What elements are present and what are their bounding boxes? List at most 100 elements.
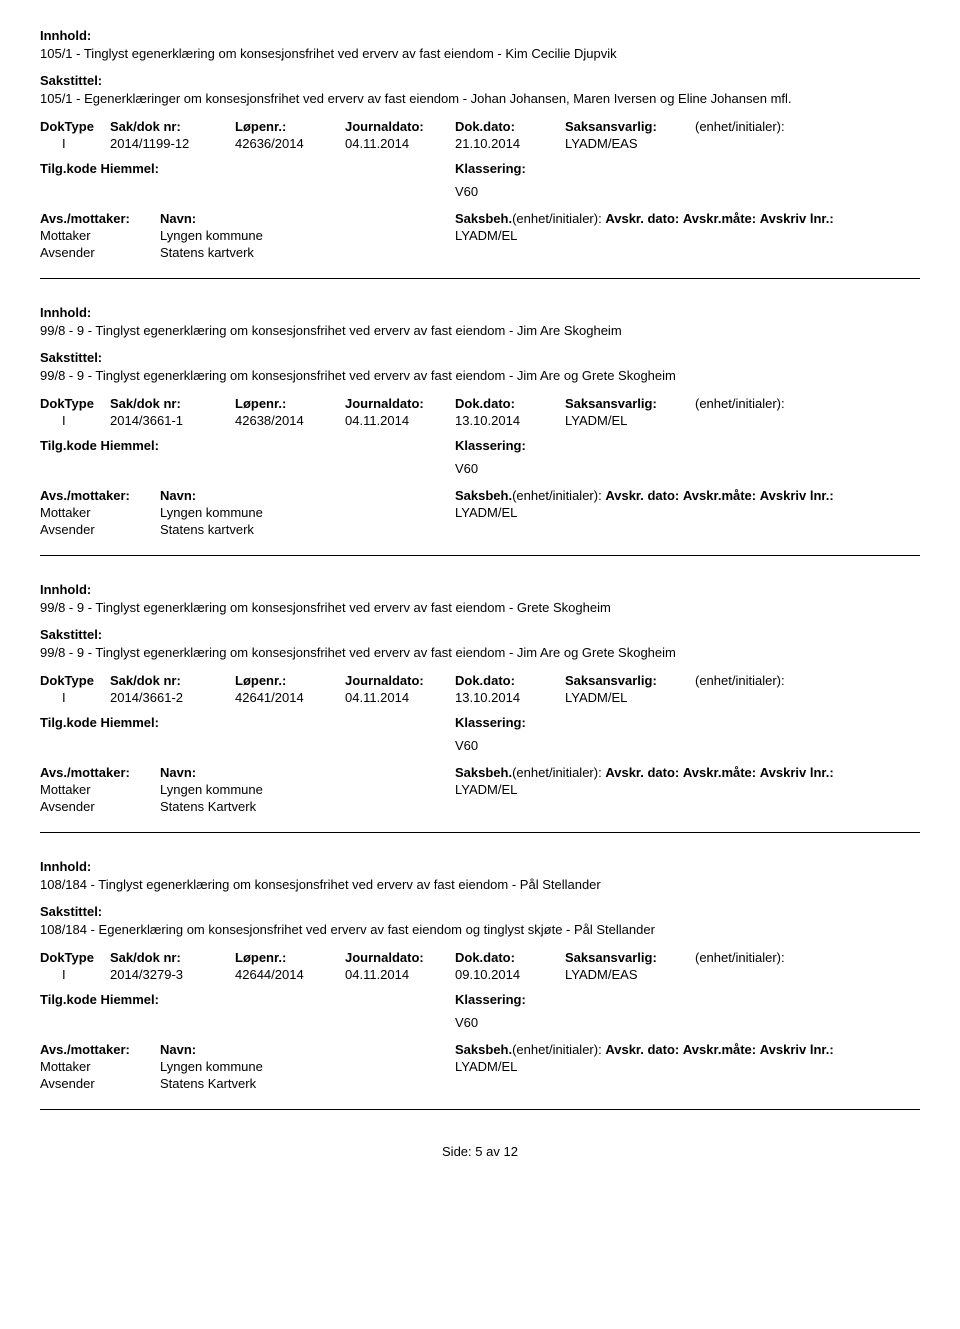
sakstittel-text: 99/8 - 9 - Tinglyst egenerklæring om kon… [40,644,920,662]
mottaker-row: MottakerLyngen kommuneLYADM/EL [40,505,920,520]
avskr-mate-label: Avskr.måte: [683,1042,756,1057]
journaldato-value: 04.11.2014 [345,690,455,705]
meta-value-row: I2014/1199-1242636/201404.11.201421.10.2… [40,136,920,151]
innhold-label: Innhold: [40,582,920,597]
tilg-klass-row: Tilg.kode Hiemmel:Klassering: [40,715,920,730]
dokdato-value: 21.10.2014 [455,136,565,151]
innhold-label: Innhold: [40,305,920,320]
avsmott-header-row: Avs./mottaker:Navn:Saksbeh.(enhet/initia… [40,488,920,503]
klassering-label: Klassering: [455,161,526,176]
hjemmel-label: Hiemmel: [100,992,159,1007]
navn-label: Navn: [160,211,455,226]
avsender-navn: Statens kartverk [160,245,455,260]
navn-label: Navn: [160,488,455,503]
mottaker-navn: Lyngen kommune [160,505,455,520]
meta-header-row: DokTypeSak/dok nr:Løpenr.:Journaldato:Do… [40,119,920,134]
doktype-value-cell: I [40,413,110,428]
klassering-value: V60 [455,184,920,199]
mottaker-navn: Lyngen kommune [160,782,455,797]
doktype-value-cell: I [40,690,110,705]
tilgkode-label: Tilg.kode [40,438,97,453]
saksbeh-value: LYADM/EL [455,228,517,243]
footer-sep: av [486,1144,500,1159]
saksbeh-value: LYADM/EL [455,782,517,797]
innhold-label: Innhold: [40,28,920,43]
journaldato-label: Journaldato: [345,950,455,965]
doktype-value: I [62,413,66,428]
avsmott-header-row: Avs./mottaker:Navn:Saksbeh.(enhet/initia… [40,765,920,780]
avsender-label: Avsender [40,799,160,814]
hjemmel-label: Hiemmel: [100,438,159,453]
saksbeh-header: Saksbeh.(enhet/initialer): Avskr. dato: … [455,765,834,780]
tilgkode-label: Tilg.kode [40,715,97,730]
innhold-text: 99/8 - 9 - Tinglyst egenerklæring om kon… [40,599,920,617]
avskriv-lnr-label: Avskriv lnr.: [760,211,834,226]
avsender-row: AvsenderStatens Kartverk [40,799,920,814]
sakdok-label: Sak/dok nr: [110,119,235,134]
avsmottaker-label: Avs./mottaker: [40,1042,160,1057]
footer-side-label: Side: [442,1144,472,1159]
saksansvarlig-label: Saksansvarlig: [565,950,695,965]
avsmott-header-row: Avs./mottaker:Navn:Saksbeh.(enhet/initia… [40,1042,920,1057]
journaldato-label: Journaldato: [345,396,455,411]
mottaker-row: MottakerLyngen kommuneLYADM/EL [40,1059,920,1074]
doktype-label: DokType [40,950,110,965]
journal-entry: Innhold:108/184 - Tinglyst egenerklæring… [40,859,920,1091]
doktype-value-cell: I [40,136,110,151]
journal-entry: Innhold: 99/8 - 9 - Tinglyst egenerklærin… [40,582,920,814]
klassering-label: Klassering: [455,438,526,453]
avsmottaker-label: Avs./mottaker: [40,488,160,503]
sakdok-value: 2014/1199-12 [110,136,235,151]
innhold-text: 99/8 - 9 - Tinglyst egenerklæring om kon… [40,322,920,340]
doktype-value: I [62,136,66,151]
sakstittel-label: Sakstittel: [40,350,920,365]
meta-header-row: DokTypeSak/dok nr:Løpenr.:Journaldato:Do… [40,673,920,688]
saksbeh-value: LYADM/EL [455,505,517,520]
saksbeh-paren: (enhet/initialer): [512,765,602,780]
saksansvarlig-value: LYADM/EAS [565,136,695,151]
mottaker-label: Mottaker [40,782,160,797]
sakdok-label: Sak/dok nr: [110,950,235,965]
saksansvarlig-label: Saksansvarlig: [565,119,695,134]
enhet-label: (enhet/initialer): [695,673,791,688]
sakdok-value: 2014/3279-3 [110,967,235,982]
mottaker-label: Mottaker [40,505,160,520]
doktype-value: I [62,690,66,705]
avskr-dato-label: Avskr. dato: [605,211,679,226]
meta-header-row: DokTypeSak/dok nr:Løpenr.:Journaldato:Do… [40,950,920,965]
avskriv-lnr-label: Avskriv lnr.: [760,1042,834,1057]
klassering-value: V60 [455,738,920,753]
tilg-klass-row: Tilg.kode Hiemmel:Klassering: [40,992,920,1007]
avskr-dato-label: Avskr. dato: [605,488,679,503]
avsmott-header-row: Avs./mottaker:Navn:Saksbeh.(enhet/initia… [40,211,920,226]
mottaker-navn: Lyngen kommune [160,1059,455,1074]
saksbeh-header: Saksbeh.(enhet/initialer): Avskr. dato: … [455,211,834,226]
doktype-value-cell: I [40,967,110,982]
avskriv-lnr-label: Avskriv lnr.: [760,765,834,780]
avskriv-lnr-label: Avskriv lnr.: [760,488,834,503]
saksansvarlig-value: LYADM/EL [565,413,695,428]
sakdok-label: Sak/dok nr: [110,673,235,688]
mottaker-navn: Lyngen kommune [160,228,455,243]
sakdok-value: 2014/3661-2 [110,690,235,705]
hjemmel-label: Hiemmel: [100,715,159,730]
avsender-label: Avsender [40,245,160,260]
meta-value-row: I2014/3661-242641/201404.11.201413.10.20… [40,690,920,705]
footer-total-pages: 12 [504,1144,518,1159]
mottaker-label: Mottaker [40,228,160,243]
saksbeh-value: LYADM/EL [455,1059,517,1074]
avsender-row: AvsenderStatens kartverk [40,522,920,537]
mottaker-row: MottakerLyngen kommuneLYADM/EL [40,782,920,797]
avskr-dato-label: Avskr. dato: [605,1042,679,1057]
entry-separator [40,832,920,833]
lopenr-value: 42644/2014 [235,967,345,982]
avsender-label: Avsender [40,1076,160,1091]
journaldato-label: Journaldato: [345,119,455,134]
klassering-value: V60 [455,461,920,476]
sakstittel-label: Sakstittel: [40,904,920,919]
lopenr-value: 42641/2014 [235,690,345,705]
sakstittel-text: 108/184 - Egenerklæring om konsesjonsfri… [40,921,920,939]
saksbeh-label: Saksbeh. [455,211,512,226]
sakstittel-text: 105/1 - Egenerklæringer om konsesjonsfri… [40,90,920,108]
avsender-navn: Statens kartverk [160,522,455,537]
